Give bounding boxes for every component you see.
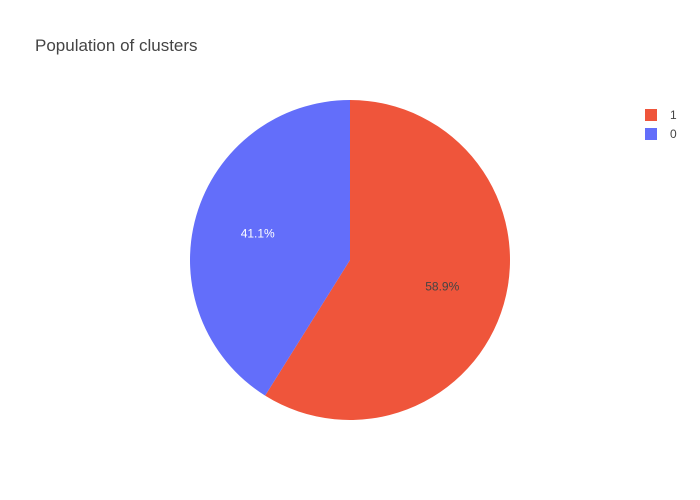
legend-swatch-1 — [645, 109, 657, 121]
legend-label-0: 0 — [670, 127, 677, 141]
legend-item-0[interactable]: 0 — [645, 127, 677, 141]
legend-label-1: 1 — [670, 108, 677, 122]
chart-title: Population of clusters — [35, 36, 198, 55]
slice-percent-label-0: 41.1% — [241, 227, 275, 241]
pie-slice-0[interactable] — [189, 100, 350, 396]
legend-item-1[interactable]: 1 — [645, 108, 677, 122]
pie-slice-labels: 58.9% 41.1% — [241, 227, 460, 294]
slice-percent-label-1: 58.9% — [425, 279, 459, 293]
pie-slices — [189, 100, 510, 420]
legend: 1 0 — [645, 108, 677, 141]
legend-swatch-0 — [645, 128, 657, 140]
pie-slice-1[interactable] — [265, 100, 510, 420]
